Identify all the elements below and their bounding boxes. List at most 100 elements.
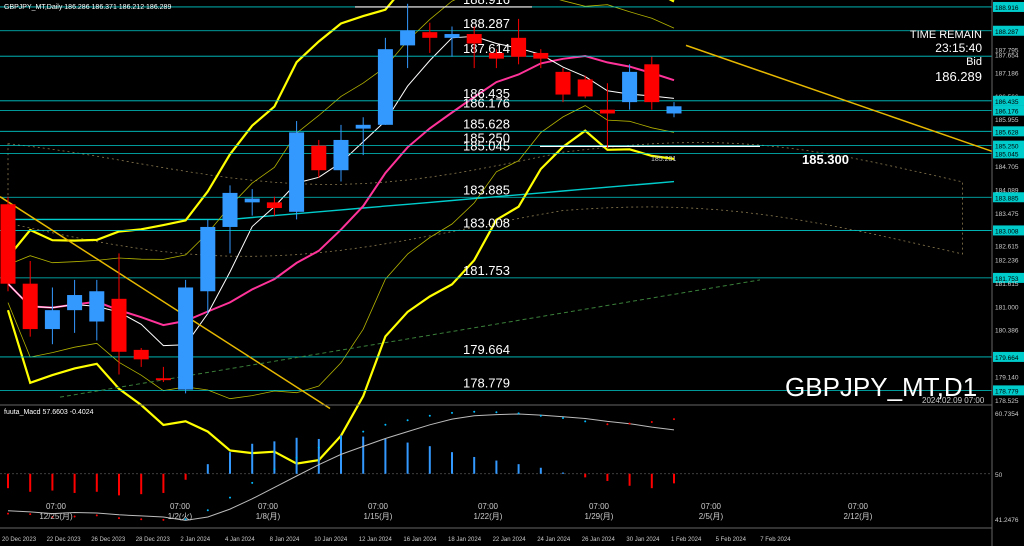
level-label: 185.045 [463, 138, 510, 153]
price-tag [993, 351, 1024, 362]
macd-dot [562, 416, 564, 419]
date-tick-label: 30 Jan 2024 [626, 537, 660, 543]
level-label: 185.250 [463, 131, 510, 146]
price-tag [993, 25, 1024, 36]
macd-dot [184, 518, 187, 521]
candle-body [244, 198, 260, 203]
date-tick-label: 7 Feb 2024 [760, 537, 791, 543]
candle-body [333, 139, 349, 171]
date-tick-label: 18 Jan 2024 [448, 537, 482, 543]
date-tick-label: 1 Feb 2024 [671, 537, 702, 543]
date-tick-label: 20 Dec 2023 [2, 537, 37, 543]
date-tick-label: 26 Dec 2023 [91, 537, 126, 543]
chart-watermark: GBPJPY_MT,D1 [785, 372, 977, 402]
price-tick-label: 188.916 [995, 5, 1019, 12]
bollinger-upper [7, 0, 675, 258]
macd-dot [340, 437, 342, 440]
price-tick-label: 187.795 [995, 47, 1019, 54]
candle-body [0, 204, 16, 284]
date-tick-label: 22 Dec 2023 [47, 537, 82, 543]
price-tick-label: 179.664 [995, 355, 1019, 362]
time-marker-time: 07:00 [478, 502, 499, 511]
price-tick-label: 181.615 [995, 281, 1019, 288]
macd-dot [118, 517, 120, 520]
time-marker-time: 07:00 [258, 502, 279, 511]
candle-body [355, 124, 371, 129]
price-tick-label: 178.525 [995, 398, 1019, 405]
price-tag [993, 385, 1024, 396]
time-marker-date: 1/2(火) [168, 512, 193, 521]
trendline-up-dashed [59, 279, 761, 398]
date-tick-label: 10 Jan 2024 [314, 537, 348, 543]
level-label: 186.176 [463, 96, 510, 111]
level-label: 183.885 [463, 182, 510, 197]
date-tick-label: 12 Jan 2024 [359, 537, 393, 543]
macd-dot [673, 418, 675, 421]
macd-dot [628, 422, 631, 425]
level-label: 187.614 [463, 41, 510, 56]
macd-dot [650, 420, 653, 423]
time-marker-date: 1/15(月) [364, 512, 393, 521]
price-tick-label: 178.779 [995, 388, 1019, 395]
candle-body [599, 109, 615, 114]
macd-dot [473, 410, 476, 413]
macd-dot [584, 420, 587, 423]
time-marker-time: 07:00 [368, 502, 389, 511]
price-tick-label: 183.475 [995, 211, 1019, 218]
level-label: 185.628 [463, 116, 510, 131]
date-tick-label: 8 Jan 2024 [270, 537, 300, 543]
price-tag [993, 192, 1024, 203]
trendline-down-left [0, 196, 331, 410]
macd-dot [29, 513, 32, 516]
ichimoku-cloud [7, 142, 963, 257]
time-remain-label: TIME REMAIN [910, 29, 982, 41]
symbol-info-label: GBPJPY_MT,Daily 186.286 186.371 186.212 … [4, 4, 171, 11]
candle-body [666, 106, 682, 114]
date-tick-label: 22 Jan 2024 [493, 537, 527, 543]
candle-body [466, 34, 482, 44]
time-marker-time: 07:00 [589, 502, 610, 511]
level-label: 188.287 [463, 16, 510, 31]
price-tick-label: 183.008 [995, 228, 1019, 235]
macd-dot [406, 419, 409, 422]
price-tag [993, 126, 1024, 137]
price-tick-label: 185.250 [995, 144, 1019, 151]
candle-body [533, 52, 549, 59]
price-tick-label: 179.140 [995, 375, 1019, 382]
time-marker-date: 2/12(月) [844, 512, 873, 521]
candle-body [289, 132, 305, 212]
candle-body [311, 145, 327, 171]
level-label: 181.753 [463, 263, 510, 278]
trendline-down-right [685, 44, 993, 153]
time-marker-time: 07:00 [170, 502, 191, 511]
bid-label: Bid [966, 56, 982, 68]
candle-body [400, 30, 416, 46]
date-tick-label: 26 Jan 2024 [582, 537, 616, 543]
macd-dot [273, 468, 276, 471]
price-tick-label: 184.089 [995, 188, 1019, 195]
price-tick-label: 182.615 [995, 243, 1019, 250]
macd-dot [295, 456, 298, 459]
price-tick-label: 181.000 [995, 304, 1019, 311]
time-marker-date: 1/8(月) [256, 512, 281, 521]
candle-body [222, 192, 238, 227]
macd-dot [229, 496, 231, 499]
candle-body [422, 32, 438, 38]
time-marker-time: 07:00 [848, 502, 869, 511]
time-remain-value: 23:15:40 [935, 41, 982, 55]
level-label: 179.664 [463, 342, 510, 357]
level-label: 178.779 [463, 375, 510, 390]
candle-body [377, 49, 393, 125]
date-tick-label: 2 Jan 2024 [180, 537, 210, 543]
time-remain-panel: TIME REMAIN 23:15:40 Bid 186.289 [910, 29, 982, 84]
macd-tick-label: 41.2476 [995, 517, 1019, 524]
ma-cyan [8, 180, 675, 221]
macd-tick-label: 50 [995, 472, 1003, 479]
macd-dot [495, 411, 498, 414]
candle-body [511, 37, 527, 57]
candle-body [200, 226, 216, 292]
candle-body [133, 349, 149, 360]
date-tick-label: 16 Jan 2024 [403, 537, 437, 543]
price-tick-label: 188.287 [995, 29, 1019, 36]
